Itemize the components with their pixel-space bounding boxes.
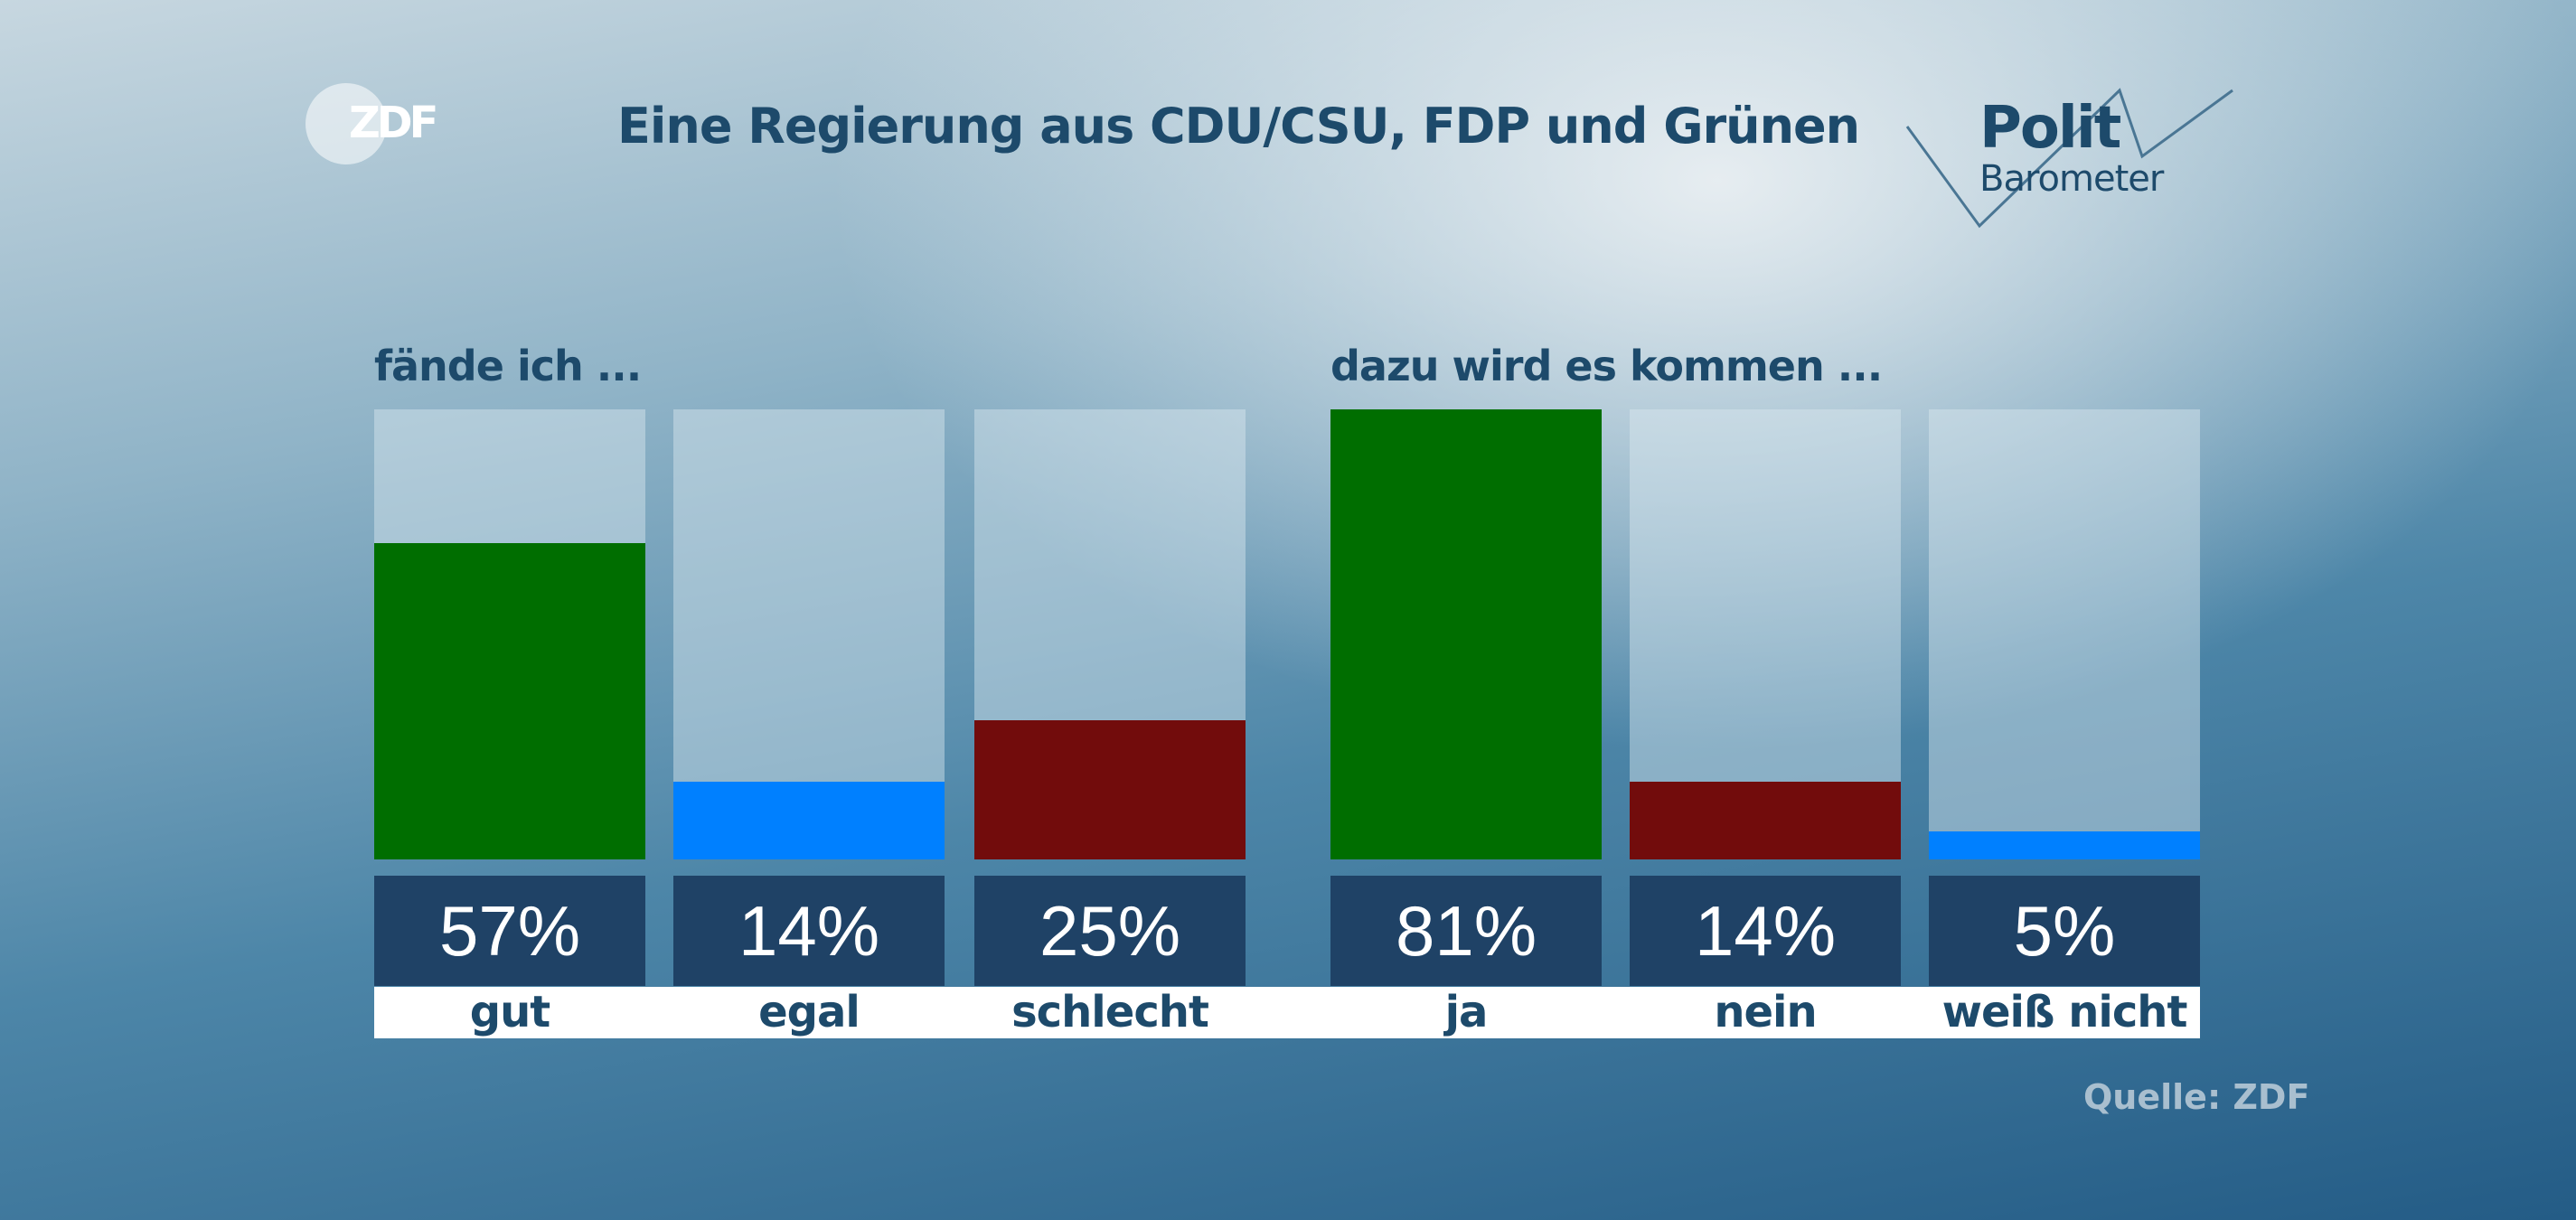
bar-wei-nicht	[1929, 831, 2200, 859]
chart-title: Eine Regierung aus CDU/CSU, FDP und Grün…	[617, 98, 1860, 155]
bar-track	[974, 409, 1246, 859]
bar-track	[1630, 409, 1901, 859]
category-label: ja	[1444, 987, 1489, 1037]
bar-track	[1330, 409, 1602, 859]
value-label: 57%	[374, 876, 645, 986]
value-label: 14%	[673, 876, 945, 986]
bar-track	[1929, 409, 2200, 859]
category-label: gut	[469, 987, 550, 1037]
category-label: egal	[758, 987, 860, 1037]
bar-gut	[374, 542, 645, 859]
value-label: 81%	[1330, 876, 1602, 986]
zdf-logo: ZDF	[306, 83, 438, 164]
category-label: weiß nicht	[1941, 987, 2188, 1037]
value-label: 25%	[974, 876, 1246, 986]
bar-ja	[1330, 409, 1602, 859]
bar-track	[673, 409, 945, 859]
value-label: 14%	[1630, 876, 1901, 986]
label-strip	[374, 987, 2200, 1038]
logo-polit: Polit	[1979, 95, 2121, 162]
source-note: Quelle: ZDF	[2083, 1077, 2310, 1117]
group-label-2: dazu wird es kommen ...	[1330, 342, 1883, 390]
bar-nein	[1630, 781, 1901, 859]
bar-egal	[673, 781, 945, 859]
category-label: schlecht	[1011, 987, 1209, 1037]
group-label-1: fände ich ...	[374, 342, 642, 390]
politbarometer-logo: Polit Barometer	[1898, 86, 2242, 230]
category-label: nein	[1714, 987, 1817, 1037]
logo-barometer: Barometer	[1979, 158, 2164, 200]
bar-track	[374, 409, 645, 859]
politbarometer-zigzag-icon	[1905, 88, 2233, 229]
zdf-logo-text: ZDF	[349, 98, 438, 148]
value-label: 5%	[1929, 876, 2200, 986]
bar-schlecht	[974, 720, 1246, 859]
